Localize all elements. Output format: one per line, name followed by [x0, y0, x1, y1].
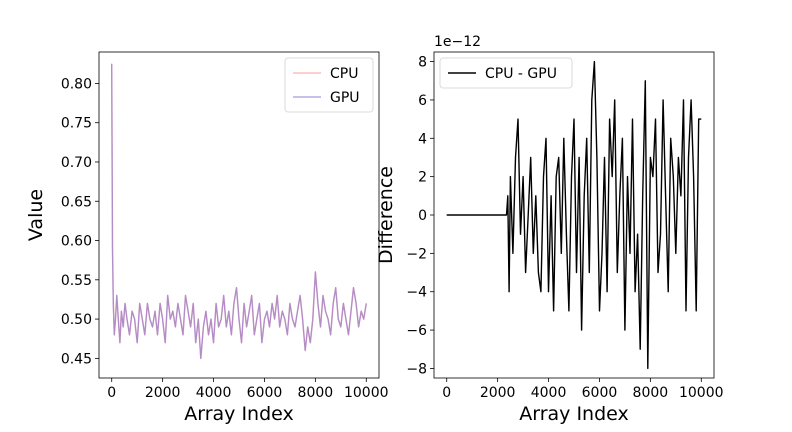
y-offset-text: 1e−12 [434, 34, 481, 50]
x-tick-label: 6000 [247, 385, 283, 401]
legend: CPU GPU [284, 57, 374, 113]
y-tick-label: 0.50 [61, 312, 92, 328]
legend-label: CPU - GPU [485, 66, 557, 82]
y-tick-label: 0.60 [61, 234, 92, 250]
y-tick-label: 2 [418, 170, 427, 186]
right-panel: 0 2000 4000 6000 8000 10000 −8 −6 −4 −2 0 2 4 6 8 Array… [375, 34, 724, 425]
x-tick-label: 8000 [298, 385, 334, 401]
x-tick-label: 4000 [531, 385, 567, 401]
y-tick-label: −6 [406, 323, 427, 339]
y-tick-label: 0.70 [61, 155, 92, 171]
y-tick-label: 6 [418, 93, 427, 109]
x-tick-label: 0 [442, 385, 451, 401]
y-tick-label: −2 [406, 246, 427, 262]
x-tick-label: 0 [107, 385, 116, 401]
y-tick-label: 4 [418, 131, 427, 147]
legend-box [439, 57, 573, 89]
x-tick-label: 6000 [582, 385, 618, 401]
y-tick-label: 0.75 [61, 116, 92, 132]
x-axis-label: Array Index [519, 403, 629, 425]
plot-frame [98, 51, 380, 379]
x-tick-label: 10000 [344, 385, 389, 401]
x-tick-label: 8000 [633, 385, 669, 401]
y-tick-label: −4 [406, 285, 427, 301]
y-tick-label: 0.65 [61, 194, 92, 210]
x-tick-label: 2000 [480, 385, 516, 401]
x-tick-label: 4000 [196, 385, 232, 401]
series-line-cpu-gpu [446, 60, 702, 370]
x-tick-label: 10000 [679, 385, 724, 401]
legend: CPU - GPU [439, 57, 573, 89]
x-axis-label: Array Index [184, 403, 294, 425]
y-tick-label: 8 [418, 55, 427, 71]
x-tick-label: 2000 [145, 385, 181, 401]
y-axis-label: Value [25, 189, 47, 241]
legend-label: GPU [330, 90, 360, 106]
y-tick-label: −8 [406, 361, 427, 377]
y-axis-label: Difference [375, 166, 397, 264]
y-tick-label: 0.80 [61, 76, 92, 92]
y-tick-label: 0 [418, 208, 427, 224]
legend-box [284, 57, 374, 113]
y-tick-label: 0.55 [61, 273, 92, 289]
left-panel: 0 2000 4000 6000 8000 10000 0.45 0.50 0.55 0.60 0.… [25, 51, 389, 425]
series-line-gpu [111, 63, 367, 360]
y-tick-label: 0.45 [61, 351, 92, 367]
legend-label: CPU [330, 66, 358, 82]
